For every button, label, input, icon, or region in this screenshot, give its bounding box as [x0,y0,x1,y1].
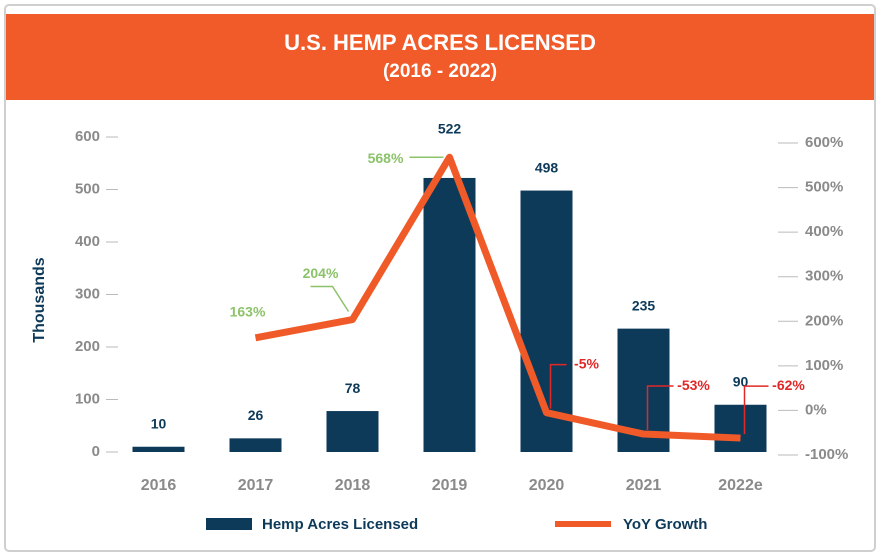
bar-value-label: 78 [345,380,361,396]
y-tick-label: 200 [75,338,100,355]
legend-label: Hemp Acres Licensed [262,516,418,533]
x-tick-label: 2022e [718,477,763,494]
bar-value-label: 498 [535,159,559,175]
bar-value-label: 522 [438,121,462,137]
y2-tick-label: 200% [805,312,843,329]
chart-subtitle: (2016 - 2022) [383,61,497,82]
bar-value-label: 235 [632,297,656,313]
legend-label: YoY Growth [623,516,707,533]
y2-tick-label: 0% [805,401,827,418]
y-tick-label: 400 [75,233,100,250]
legend-swatch [206,518,252,530]
callout-line [743,385,769,435]
line-value-label: -53% [677,377,710,393]
callout-line [646,385,674,431]
y2-tick-label: 300% [805,268,843,285]
x-tick-label: 2020 [529,477,565,494]
y2-tick-label: -100% [805,446,848,463]
x-tick-label: 2021 [626,477,662,494]
bar [326,411,379,452]
y-axis-label: Thousands [31,257,48,342]
y2-tick-label: 600% [805,134,843,151]
header-band [6,14,874,100]
line [254,153,741,442]
callout-line [310,285,350,312]
y2-tick-label: 500% [805,179,843,196]
x-tick-label: 2019 [432,477,468,494]
y-tick-label: 600 [75,128,100,145]
y-tick-label: 100 [75,390,100,407]
bar [423,177,476,452]
bar-value-label: 90 [733,373,749,389]
line-value-label: 204% [303,265,339,281]
bar [229,438,282,452]
y-tick-label: 300 [75,285,100,302]
line-value-label: 163% [230,303,266,319]
line-value-label: 568% [368,150,404,166]
bar-value-label: 10 [151,415,167,431]
chart-title: U.S. HEMP ACRES LICENSED [284,30,596,55]
y-tick-label: 0 [92,443,100,460]
bar-value-label: 26 [248,407,264,423]
bar [714,404,767,452]
x-tick-label: 2016 [141,477,177,494]
line-value-label: -62% [772,377,805,393]
x-tick-label: 2018 [335,477,371,494]
y2-tick-label: 100% [805,357,843,374]
bar [132,446,185,452]
line-value-label: -5% [574,355,599,371]
x-tick-label: 2017 [238,477,274,494]
callout-line [549,363,567,409]
y-tick-label: 500 [75,180,100,197]
y2-tick-label: 400% [805,223,843,240]
